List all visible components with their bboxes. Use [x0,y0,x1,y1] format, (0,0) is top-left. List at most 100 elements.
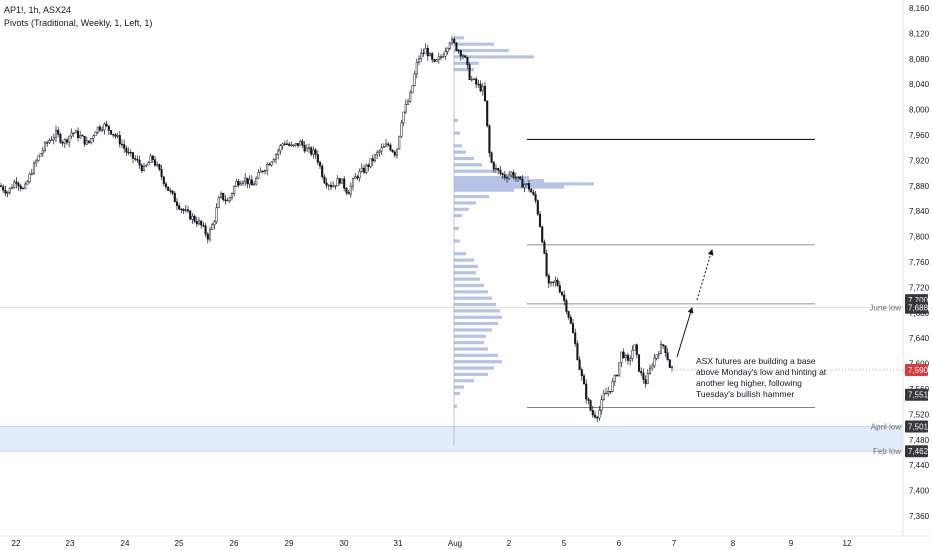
candle-body [459,50,462,57]
symbol-label[interactable]: AP1!, 1h, ASX24 [4,5,72,15]
candle-body [629,358,632,361]
candle-body [391,149,394,153]
candle-body [272,159,275,163]
candle-body [233,186,236,194]
candle-body [444,51,447,57]
price-tick-label: 8,080 [909,55,930,64]
candle-body [574,332,577,344]
candle-body [644,379,647,385]
candle-body [156,164,159,166]
candle-body [558,285,561,293]
candle-body [376,152,379,156]
candle-body [358,171,361,179]
candle-body [222,192,225,201]
candle-body [527,183,531,190]
candle-body [578,359,581,370]
time-tick-label: 5 [562,539,567,548]
candle-body [213,221,216,225]
price-tick-label: 7,640 [909,334,930,343]
candle-body [103,123,106,131]
price-tick-label: 8,120 [909,29,930,38]
volume-profile-bar [454,385,464,389]
time-tick-label: Aug [448,539,462,548]
candle-body [356,176,359,179]
candle-body [158,164,161,170]
price-tag-text: 7,501 [908,422,929,431]
candle-body [360,167,363,172]
time-axis[interactable]: 22 23 24 25 26 29 30 31 Aug 2 5 6 7 8 9 12 [0,535,932,548]
candle-body [140,164,143,171]
projection-dotted-arrow [696,249,714,301]
candle-body [426,47,429,57]
candle-body [303,144,306,152]
candle-body [646,373,649,385]
current-price-tag-text: 7,590 [908,366,929,375]
candle-body [409,92,412,102]
chart-annotation-text: ASX futures are building a base above Mo… [696,356,827,399]
volume-profile-bar [454,214,462,218]
price-tick-label: 7,960 [909,131,930,140]
candle-body [633,344,636,351]
candle-body [114,134,117,137]
pivot-levels-layer [527,138,815,408]
candle-body [569,316,572,324]
candle-body [46,142,49,144]
price-tag-bg [905,388,928,401]
candle-body [624,355,627,358]
candle-body [151,155,154,160]
candle-body [602,393,605,400]
candle-body [288,143,291,146]
candle-body [312,149,315,155]
candle-body [28,173,31,182]
candle-body [354,176,357,180]
candle-body [224,199,227,202]
candle-body [384,143,388,147]
candle-body [292,144,295,146]
time-tick-label: 12 [843,539,852,548]
candle-body [329,184,333,188]
candle-body [109,130,113,135]
candle-body [57,129,60,135]
candle-body [631,349,634,359]
candle-body [167,186,170,191]
candle-body [255,177,258,185]
candle-body [367,164,370,167]
candle-body [270,161,273,166]
candle-body [655,354,658,359]
candle-body [589,400,592,411]
candle-body [461,55,465,57]
volume-profile-bar [454,277,480,281]
candle-body [609,390,612,393]
candle-body [406,101,410,105]
candle-body [552,281,555,283]
candle-body [228,197,231,201]
candle-body [101,129,104,131]
candle-body [266,164,269,171]
candle-body [587,398,590,401]
level-annotation: Feb low [873,447,901,456]
price-tick-label: 8,160 [909,4,930,13]
candle-body [651,365,654,369]
candle-body [0,185,3,187]
candle-body [274,154,278,160]
candle-body [182,209,185,212]
candle-body [305,147,308,152]
candle-body [268,164,271,166]
volume-profile-bar [454,315,502,319]
candle-body [145,164,148,167]
candle-body [6,192,9,194]
candle-body [285,143,289,145]
candle-body [554,279,557,283]
candle-body [310,147,313,155]
candle-body [123,144,126,149]
candle-body [136,159,139,161]
candle-body [244,177,247,183]
time-tick-label: 24 [121,539,130,548]
candle-body [622,351,625,358]
candle-body [241,181,245,184]
candle-body [448,42,451,49]
candle-body [107,125,110,131]
indicator-label[interactable]: Pivots (Traditional, Weekly, 1, Left, 1) [4,18,153,28]
candle-body [549,281,553,284]
